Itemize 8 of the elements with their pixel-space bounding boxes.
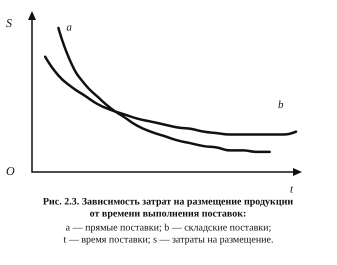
text: O (6, 164, 15, 178)
text: b (278, 99, 284, 112)
text: Рис. 2.3. Зависимость затрат на размещение продукции от времени выполнения поставок: (42, 196, 294, 220)
y-axis-title: S (6, 16, 12, 30)
text: t — время поставки; s — затраты на размещение. (64, 234, 274, 246)
text: a — прямые поставки; b — складские поставки; (66, 222, 272, 234)
series-label: a (66, 21, 72, 34)
x-axis-title: t (290, 184, 294, 196)
